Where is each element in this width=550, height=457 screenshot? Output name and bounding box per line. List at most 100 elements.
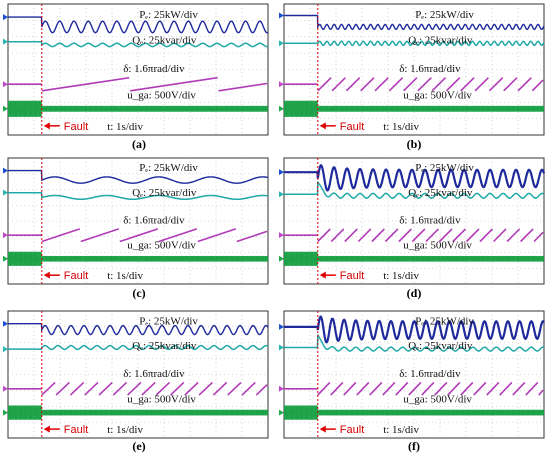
series-p-trace	[284, 14, 545, 31]
series-q-trace	[284, 181, 545, 199]
scope-panel-b: Pₑ: 25kW/div Qₑ: 25kvar/div δ: 1.6πrad/div…	[279, 3, 545, 151]
triangle-marker-icon	[279, 81, 284, 88]
triangle-marker-icon	[3, 167, 8, 174]
label-u-scale: u_ga: 500V/div	[127, 393, 196, 405]
label-fault: Fault	[340, 424, 364, 436]
triangle-marker-icon	[3, 38, 8, 45]
left-arrow-head-icon	[319, 271, 326, 279]
triangle-marker-icon	[279, 344, 284, 351]
label-p-scale: Pₑ: 25kW/div	[139, 162, 198, 174]
triangle-marker-icon	[3, 105, 8, 112]
scope-panel-a: Pₑ: 25kW/div Qₑ: 25kvar/div δ: 1.6πrad/div…	[3, 3, 269, 151]
series-q-trace	[284, 40, 545, 47]
panel-caption: (f)	[408, 439, 420, 453]
triangle-marker-icon	[279, 409, 284, 416]
label-fault: Fault	[64, 270, 88, 282]
label-q-scale: Qₑ: 25kvar/div	[408, 34, 473, 46]
series-delta-trace	[8, 381, 268, 396]
series-delta-trace	[284, 77, 544, 92]
left-arrow-head-icon	[43, 425, 50, 433]
left-arrow-head-icon	[43, 122, 50, 130]
label-fault: Fault	[64, 121, 88, 133]
panel-caption: (a)	[132, 137, 146, 151]
triangle-marker-icon	[279, 255, 284, 262]
label-u-scale: u_ga: 500V/div	[127, 240, 196, 252]
series-q-trace	[284, 334, 545, 352]
triangle-marker-icon	[279, 169, 284, 176]
series-delta-trace	[8, 228, 268, 243]
panel-caption: (e)	[132, 439, 145, 453]
label-q-scale: Qₑ: 25kvar/div	[408, 187, 473, 199]
label-delta-scale: δ: 1.6πrad/div	[123, 215, 185, 227]
label-fault: Fault	[64, 424, 88, 436]
triangle-marker-icon	[279, 12, 284, 19]
series-q-trace	[8, 191, 268, 201]
label-fault: Fault	[340, 270, 364, 282]
series-q-trace	[8, 344, 269, 351]
label-time-scale: t: 1s/div	[383, 121, 419, 133]
label-q-scale: Qₑ: 25kvar/div	[132, 34, 197, 46]
label-delta-scale: δ: 1.6πrad/div	[123, 63, 185, 75]
label-p-scale: Pₑ: 25kW/div	[415, 162, 474, 174]
series-p-trace	[8, 16, 269, 34]
panel-caption: (d)	[407, 286, 422, 300]
scope-panel-c: Pₑ: 25kW/div Qₑ: 25kvar/div δ: 1.6πrad/div…	[3, 157, 269, 300]
triangle-marker-icon	[3, 385, 8, 392]
series-u-trace	[283, 252, 545, 266]
triangle-marker-icon	[279, 191, 284, 198]
triangle-marker-icon	[3, 81, 8, 88]
triangle-marker-icon	[3, 14, 8, 21]
triangle-marker-icon	[3, 232, 8, 239]
label-u-scale: u_ga: 500V/div	[403, 393, 472, 405]
series-p-trace	[8, 169, 269, 184]
label-time-scale: t: 1s/div	[107, 424, 143, 436]
triangle-marker-icon	[3, 255, 8, 262]
triangle-marker-icon	[3, 320, 8, 327]
label-time-scale: t: 1s/div	[383, 424, 419, 436]
left-arrow-head-icon	[319, 425, 326, 433]
series-u-trace	[283, 101, 545, 117]
series-u-trace	[7, 405, 269, 420]
triangle-marker-icon	[279, 232, 284, 239]
series-delta-trace	[8, 76, 268, 92]
series-u-trace	[7, 101, 269, 117]
label-delta-scale: δ: 1.6πrad/div	[123, 368, 185, 380]
panel-caption: (b)	[407, 137, 422, 151]
triangle-marker-icon	[3, 189, 8, 196]
triangle-marker-icon	[279, 105, 284, 112]
left-arrow-head-icon	[319, 122, 326, 130]
panel-caption: (c)	[132, 286, 145, 300]
label-delta-scale: δ: 1.6πrad/div	[399, 368, 461, 380]
series-p-trace	[8, 323, 269, 336]
triangle-marker-icon	[279, 323, 284, 330]
label-delta-scale: δ: 1.6πrad/div	[399, 63, 461, 75]
label-u-scale: u_ga: 500V/div	[403, 89, 472, 101]
series-u-trace	[283, 405, 545, 420]
label-p-scale: Pₑ: 25kW/div	[139, 9, 198, 21]
label-p-scale: Pₑ: 25kW/div	[415, 9, 474, 21]
triangle-marker-icon	[279, 40, 284, 47]
scope-panel-f: Pₑ: 25kW/div Qₑ: 25kvar/div δ: 1.6πrad/div…	[279, 310, 545, 453]
label-u-scale: u_ga: 500V/div	[127, 89, 196, 101]
triangle-marker-icon	[279, 385, 284, 392]
label-p-scale: Pₑ: 25kW/div	[139, 315, 198, 327]
series-delta-trace	[284, 228, 544, 243]
label-q-scale: Qₑ: 25kvar/div	[132, 340, 197, 352]
scope-panel-e: Pₑ: 25kW/div Qₑ: 25kvar/div δ: 1.6πrad/div…	[3, 310, 269, 453]
triangle-marker-icon	[3, 409, 8, 416]
label-time-scale: t: 1s/div	[107, 121, 143, 133]
series-p-trace	[284, 315, 545, 344]
series-q-trace	[8, 40, 269, 48]
label-time-scale: t: 1s/div	[107, 270, 143, 282]
series-p-trace	[284, 164, 546, 192]
scope-panel-d: Pₑ: 25kW/div Qₑ: 25kvar/div δ: 1.6πrad/div…	[279, 157, 546, 300]
triangle-marker-icon	[3, 346, 8, 353]
left-arrow-head-icon	[43, 271, 50, 279]
label-u-scale: u_ga: 500V/div	[403, 240, 472, 252]
label-q-scale: Qₑ: 25kvar/div	[408, 340, 473, 352]
label-delta-scale: δ: 1.6πrad/div	[399, 215, 461, 227]
label-p-scale: Pₑ: 25kW/div	[415, 315, 474, 327]
label-fault: Fault	[340, 121, 364, 133]
label-time-scale: t: 1s/div	[383, 270, 419, 282]
